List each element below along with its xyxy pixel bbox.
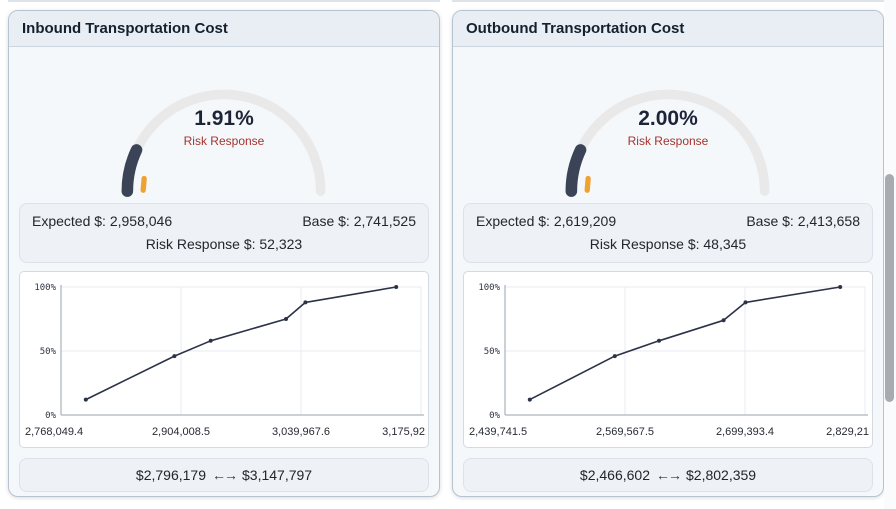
- range-max: $3,147,797: [242, 467, 313, 483]
- range-arrow-icon: ←→: [212, 467, 238, 483]
- svg-text:2,768,049.4: 2,768,049.4: [25, 426, 83, 438]
- svg-text:2,829,21: 2,829,21: [826, 426, 869, 438]
- vertical-scrollbar[interactable]: [884, 0, 896, 509]
- svg-text:3,175,92: 3,175,92: [382, 426, 425, 438]
- stats-summary: Expected $: 2,619,209 Base $: 2,413,658 …: [463, 203, 873, 263]
- gauge-marker: [140, 175, 147, 193]
- risk-gauge: 2.00% Risk Response: [463, 53, 873, 201]
- expected-value: Expected $: 2,958,046: [32, 213, 173, 229]
- panel-title: Outbound Transportation Cost: [466, 20, 685, 37]
- stats-summary: Expected $: 2,958,046 Base $: 2,741,525 …: [19, 203, 429, 263]
- stats-row: Expected $: 2,958,046 Base $: 2,741,525: [32, 213, 416, 229]
- svg-text:2,439,741.5: 2,439,741.5: [469, 426, 527, 438]
- distribution-chart-card: 0% 50% 100% 2,768,049.4 2,904,008.5 3,039,967…: [19, 271, 429, 448]
- gauge-track: [122, 89, 326, 196]
- gauge-chart: [565, 88, 771, 197]
- stats-row: Expected $: 2,619,209 Base $: 2,413,658: [476, 213, 860, 229]
- svg-text:0%: 0%: [489, 411, 500, 421]
- inbound-panel: Inbound Transportation Cost 1.91% Risk R…: [8, 10, 440, 497]
- gauge-marker: [584, 175, 591, 193]
- svg-text:2,904,008.5: 2,904,008.5: [152, 426, 210, 438]
- svg-text:2,699,393.4: 2,699,393.4: [716, 426, 774, 438]
- panel-header: Outbound Transportation Cost: [453, 11, 883, 47]
- svg-text:100%: 100%: [478, 283, 500, 293]
- cost-range: $2,466,602 ←→ $2,802,359: [463, 458, 873, 492]
- base-value: Base $: 2,741,525: [302, 213, 416, 229]
- range-min: $2,466,602: [579, 467, 650, 483]
- risk-response-value: Risk Response $: 52,323: [145, 236, 303, 252]
- risk-gauge: 1.91% Risk Response: [19, 53, 429, 201]
- panel-title: Inbound Transportation Cost: [22, 20, 228, 37]
- range-max: $2,802,359: [686, 467, 757, 483]
- gauge-chart: [121, 88, 327, 197]
- outbound-panel: Outbound Transportation Cost 2.00% Risk …: [452, 10, 884, 497]
- range-arrow-icon: ←→: [656, 467, 682, 483]
- svg-text:50%: 50%: [40, 347, 57, 357]
- scrollbar-thumb[interactable]: [885, 174, 894, 402]
- cost-range: $2,796,179 ←→ $3,147,797: [19, 458, 429, 492]
- svg-text:3,039,967.6: 3,039,967.6: [272, 426, 330, 438]
- svg-text:0%: 0%: [45, 411, 56, 421]
- dashboard: Inbound Transportation Cost 1.91% Risk R…: [8, 10, 884, 497]
- panel-header: Inbound Transportation Cost: [9, 11, 439, 47]
- cropped-card-above-right: [452, 0, 884, 2]
- svg-text:50%: 50%: [484, 347, 501, 357]
- base-value: Base $: 2,413,658: [746, 213, 860, 229]
- expected-value: Expected $: 2,619,209: [476, 213, 617, 229]
- cropped-card-above-left: [8, 0, 440, 2]
- s-curve-chart[interactable]: 0% 50% 100% 2,768,049.4 2,904,008.5 3,039,967…: [25, 277, 425, 445]
- gauge-fill: [121, 88, 327, 197]
- s-curve-chart[interactable]: 0% 50% 100% 2,439,741.5 2,569,567.5 2,699,393…: [469, 277, 869, 445]
- svg-text:2,569,567.5: 2,569,567.5: [596, 426, 654, 438]
- gauge-fill: [565, 88, 771, 197]
- risk-response-value: Risk Response $: 48,345: [589, 236, 747, 252]
- distribution-chart-card: 0% 50% 100% 2,439,741.5 2,569,567.5 2,699,393…: [463, 271, 873, 448]
- range-min: $2,796,179: [135, 467, 206, 483]
- panel-body: 1.91% Risk Response Expected $: 2,958,04…: [9, 47, 439, 496]
- panel-body: 2.00% Risk Response Expected $: 2,619,20…: [453, 47, 883, 496]
- svg-text:100%: 100%: [34, 283, 56, 293]
- gauge-track: [566, 89, 770, 196]
